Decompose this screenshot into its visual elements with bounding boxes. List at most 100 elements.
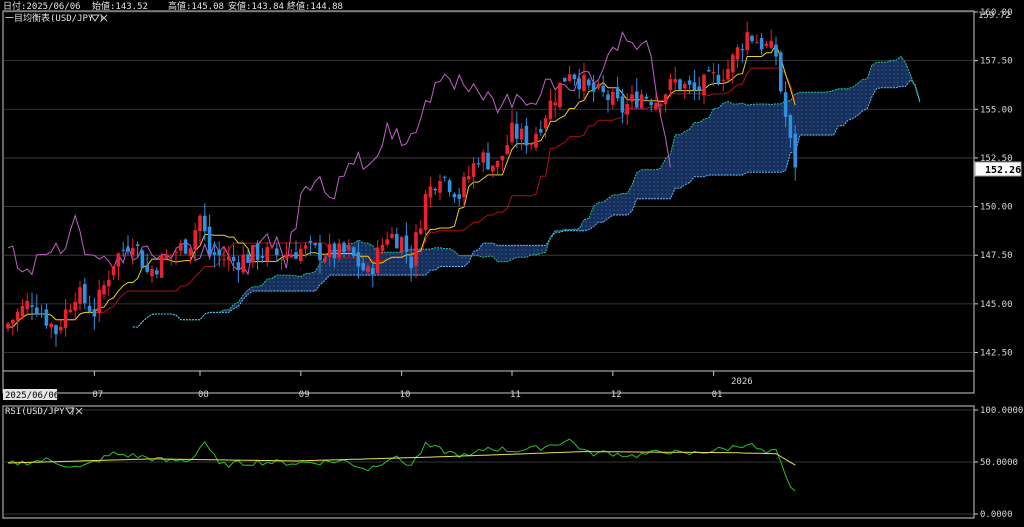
candle-up (534, 134, 538, 148)
cloud-segment (853, 84, 858, 119)
candle-down (213, 252, 217, 255)
cloud-segment (392, 252, 397, 275)
candle-up (21, 306, 25, 316)
candle-up (726, 69, 730, 79)
candle-down (741, 49, 745, 50)
candle-down (693, 82, 697, 90)
candle-down (678, 79, 682, 89)
cloud-segment (622, 194, 627, 215)
candle-up (117, 253, 121, 266)
candle-down (760, 38, 764, 49)
info-low: 安値:143.84 (228, 0, 284, 12)
candle-down (361, 263, 365, 270)
candle-down (54, 325, 58, 334)
cloud-segment (896, 56, 901, 87)
cloud-segment (445, 249, 450, 267)
cloud-segment (646, 170, 651, 199)
candle-up (198, 216, 202, 231)
candle-up (505, 145, 509, 154)
candle-down (126, 247, 130, 251)
candle-up (78, 287, 82, 303)
candle-up (131, 248, 135, 255)
cloud-segment (402, 250, 407, 275)
cloud-segment (838, 89, 843, 126)
candle-up (285, 255, 289, 259)
cloud-segment (488, 243, 493, 256)
info-date: 日付:2025/06/06 (3, 1, 81, 12)
cloud-segment (382, 252, 387, 275)
candle-down (93, 309, 97, 316)
date-tick-label: 08 (198, 390, 209, 400)
candle-down (40, 314, 44, 315)
price-tick-label: 155.00 (980, 105, 1013, 115)
candle-up (193, 230, 197, 249)
candle-up (251, 245, 255, 263)
candle-down (525, 126, 529, 146)
date-tick-label: 12 (611, 390, 622, 400)
cloud-segment (733, 104, 738, 175)
cloud-segment (704, 118, 709, 177)
candle-down (88, 306, 92, 312)
cloud-segment (752, 104, 757, 172)
candle-down (789, 115, 793, 138)
candle-up (376, 248, 380, 273)
cloud-segment (584, 218, 589, 230)
date-tick-label: 01 (712, 390, 723, 400)
candle-up (429, 186, 433, 197)
cloud-segment (277, 275, 282, 291)
candle-up (265, 247, 269, 261)
candle-up (611, 92, 615, 105)
candle-down (635, 92, 639, 108)
candle-up (165, 254, 169, 258)
candle-down (145, 265, 149, 272)
candle-up (501, 156, 505, 161)
candle-down (515, 124, 519, 139)
date-tick-label: 09 (299, 390, 310, 400)
candle-down (592, 83, 596, 92)
candle-up (568, 74, 572, 81)
candle-up (385, 239, 389, 244)
candle-down (342, 243, 346, 252)
candle-up (323, 258, 327, 262)
candle-down (573, 75, 577, 80)
candle-up (49, 324, 53, 327)
cloud-segment (291, 275, 296, 291)
candle-down (448, 180, 452, 192)
candle-up (337, 243, 341, 257)
candle-down (121, 250, 125, 251)
rsi-tick-label: 100.0000 (980, 406, 1023, 416)
candle-down (35, 307, 39, 314)
candle-up (745, 32, 749, 50)
candle-up (702, 75, 706, 96)
cloud-segment (723, 101, 728, 175)
cloud-segment (742, 103, 747, 175)
candle-up (597, 84, 601, 88)
candle-up (424, 194, 428, 230)
price-tick-label: 157.50 (980, 57, 1013, 67)
candle-down (577, 78, 581, 89)
cloud-segment (829, 90, 834, 135)
cloud-segment (709, 109, 714, 175)
candle-up (59, 327, 63, 331)
candle-down (141, 250, 145, 268)
candle-up (25, 301, 29, 309)
candle-up (736, 47, 740, 59)
cloud-segment (450, 249, 455, 267)
candle-down (208, 227, 212, 254)
candle-down (477, 163, 481, 164)
cloud-segment (738, 103, 743, 175)
cloud-segment (891, 60, 896, 87)
cloud-segment (882, 62, 887, 87)
candle-up (731, 55, 735, 73)
candle-down (357, 252, 361, 266)
cloud-segment (762, 104, 767, 172)
cloud-segment (531, 245, 536, 254)
date-tick-label: 07 (92, 390, 103, 400)
candle-up (553, 103, 557, 106)
cloud-segment (440, 248, 445, 267)
cloud-segment (843, 89, 848, 126)
candle-up (102, 285, 106, 294)
candle-down (717, 75, 721, 84)
candle-down (621, 96, 625, 112)
